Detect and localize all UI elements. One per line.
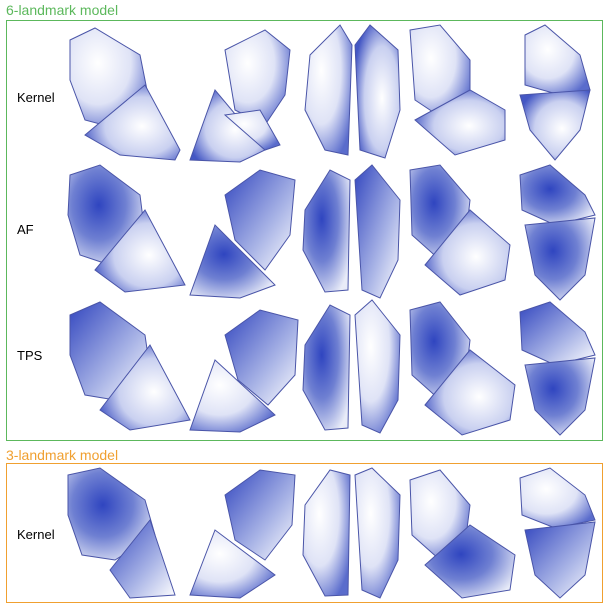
- row-label-tps: TPS: [17, 348, 43, 363]
- surface-kernel6-view1: [69, 27, 181, 161]
- section-frame-6-landmark: [6, 20, 603, 441]
- row-kernel-3-surfaces: [67, 467, 596, 599]
- row-tps-surfaces: [69, 299, 596, 436]
- surface-kernel6-view2: [189, 29, 291, 163]
- surface-kernel6-view4: [409, 24, 506, 156]
- row-label-af: AF: [17, 222, 34, 237]
- section-title-6-landmark: 6-landmark model: [6, 2, 119, 18]
- surface-af-view5: [519, 164, 596, 301]
- surface-tps-view1: [69, 301, 191, 431]
- surface-kernel3-view2: [189, 469, 296, 599]
- row-af-surfaces: [67, 164, 596, 301]
- row-kernel-6-surfaces: [69, 24, 591, 163]
- surface-kernel3-view3: [302, 467, 401, 599]
- surface-tps-view3: [302, 299, 401, 434]
- section-title-3-landmark: 3-landmark model: [6, 447, 119, 463]
- surface-kernel6-view3: [304, 24, 401, 159]
- surface-af-view1: [67, 164, 186, 293]
- surface-tps-view4: [409, 301, 516, 436]
- surface-kernel6-view5: [519, 24, 591, 161]
- row-label-kernel-6: Kernel: [17, 90, 55, 105]
- section-frame-3-landmark: [6, 463, 603, 603]
- surface-kernel3-view1: [67, 467, 176, 599]
- surface-af-view3: [302, 164, 401, 299]
- surface-af-view4: [409, 164, 511, 296]
- surface-kernel3-view5: [519, 467, 596, 599]
- row-label-kernel-3: Kernel: [17, 527, 55, 542]
- surface-af-view2: [189, 169, 296, 299]
- surface-tps-view5: [519, 301, 596, 436]
- surface-kernel3-view4: [409, 469, 516, 599]
- surface-tps-view2: [189, 309, 299, 433]
